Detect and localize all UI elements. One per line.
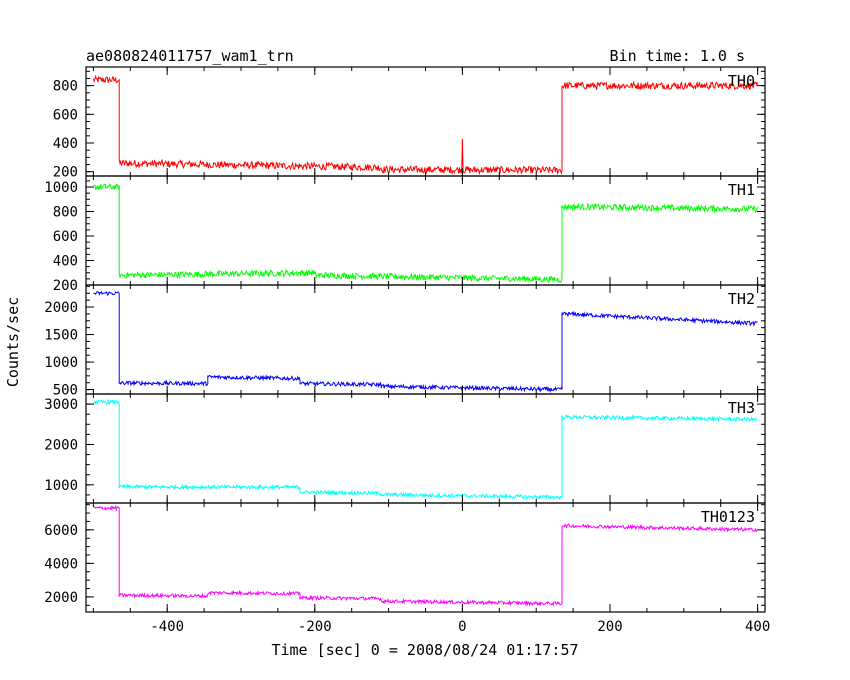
- y-tick-label: 800: [53, 205, 78, 221]
- y-tick-label: 200: [53, 165, 78, 181]
- series-label-th0: TH0: [728, 72, 755, 90]
- y-tick-label: 1000: [44, 478, 78, 494]
- x-tick-label: -400: [150, 619, 184, 635]
- series-line-th3: [93, 398, 758, 501]
- y-tick-label: 600: [53, 229, 78, 245]
- y-tick-label: 6000: [44, 523, 78, 539]
- panel-th1: 200 400 600 800 1000 TH1: [44, 175, 766, 294]
- panel-frame: [85, 502, 766, 613]
- panel-frame: [85, 284, 766, 395]
- series-label-th3: TH3: [728, 399, 755, 417]
- y-tick-label: 400: [53, 254, 78, 270]
- series-label-th2: TH2: [728, 290, 755, 308]
- series-line-th0123: [93, 504, 758, 607]
- x-tick-label: 200: [597, 619, 622, 635]
- y-tick-label: 4000: [44, 556, 78, 572]
- y-tick-label: 1000: [44, 355, 78, 371]
- y-tick-label: 3000: [44, 397, 78, 413]
- panel-th2: 500 1000 1500 2000 TH2: [44, 284, 766, 399]
- x-tick-label: 400: [745, 619, 770, 635]
- y-tick-label: 1500: [44, 328, 78, 344]
- y-tick-label: 600: [53, 107, 78, 123]
- bin-time-label: Bin time: 1.0 s: [610, 47, 745, 65]
- y-tick-label: 2000: [44, 300, 78, 316]
- series-line-th0: [92, 74, 759, 176]
- series-line-th2: [93, 290, 758, 394]
- x-tick-label: -200: [298, 619, 332, 635]
- panel-th0: 200 400 600 800 TH0: [53, 66, 766, 181]
- y-tick-label: 800: [53, 79, 78, 95]
- panel-frame: [85, 175, 766, 286]
- series-line-th1: [93, 183, 759, 284]
- y-tick-label: 2000: [44, 590, 78, 606]
- panel-th3: 1000 2000 3000 TH3: [44, 393, 766, 504]
- y-tick-label: 200: [53, 278, 78, 294]
- y-tick-label: 1000: [44, 180, 78, 196]
- chart-title: ae080824011757_wam1_trn: [86, 47, 294, 65]
- series-label-th0123: TH0123: [701, 508, 755, 526]
- panel-th0123: 2000 4000 6000 TH0123 -400 -200 0 200 400: [44, 502, 770, 635]
- y-tick-label: 500: [53, 383, 78, 399]
- panel-frame: [85, 66, 766, 177]
- x-tick-label: 0: [458, 619, 466, 635]
- x-axis-label: Time [sec] 0 = 2008/08/24 01:17:57: [271, 641, 578, 659]
- y-axis-label: Counts/sec: [4, 297, 22, 387]
- y-tick-label: 2000: [44, 437, 78, 453]
- y-tick-label: 400: [53, 136, 78, 152]
- series-label-th1: TH1: [728, 181, 755, 199]
